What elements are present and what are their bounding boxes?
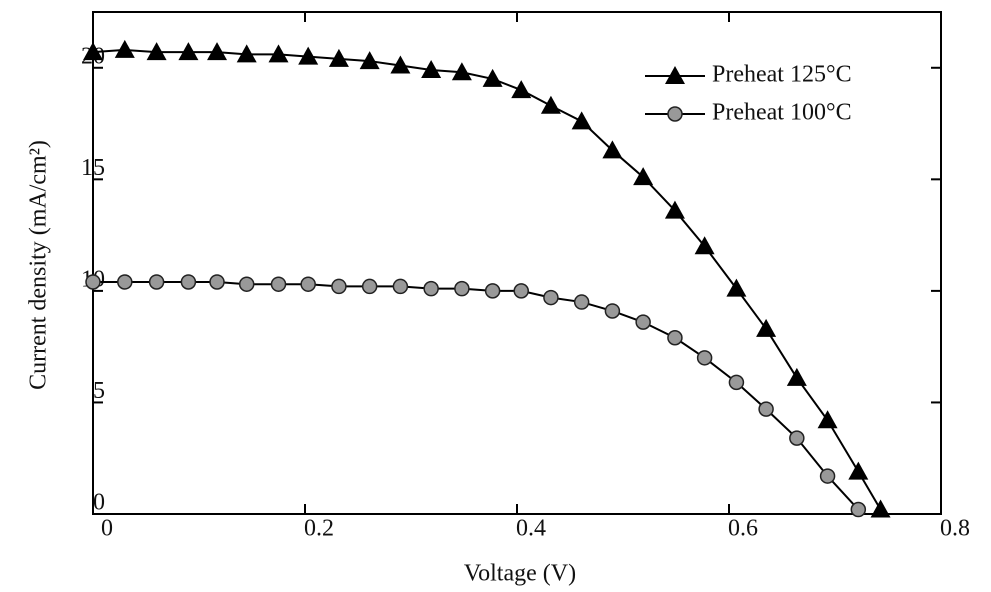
- data-point: [694, 236, 715, 255]
- data-point: [786, 367, 807, 386]
- data-point: [298, 46, 319, 65]
- data-point: [148, 274, 165, 290]
- data-point: [571, 111, 592, 130]
- data-point: [756, 318, 777, 337]
- data-point: [817, 410, 838, 429]
- y-tick-label: 5: [93, 378, 105, 404]
- data-point: [543, 289, 559, 306]
- data-point: [331, 278, 347, 295]
- data-point: [819, 468, 836, 484]
- legend-label: Preheat 100°C: [712, 100, 852, 126]
- data-point: [848, 461, 869, 480]
- x-axis-label: Voltage (V): [464, 561, 576, 587]
- x-tick-label: 0.2: [304, 516, 334, 542]
- data-point: [178, 42, 199, 61]
- legend-marker: [667, 106, 683, 122]
- legend-label: Preheat 125°C: [712, 62, 852, 88]
- data-point: [390, 55, 411, 74]
- data-point: [236, 44, 257, 63]
- x-tick-label: 0.8: [940, 516, 970, 542]
- data-point: [789, 430, 805, 446]
- data-point: [117, 274, 133, 290]
- data-point: [540, 95, 561, 114]
- x-tick-label: 0.4: [516, 516, 546, 542]
- legend-marker: [665, 66, 685, 84]
- data-point: [207, 42, 228, 61]
- data-point: [454, 280, 470, 297]
- data-point: [870, 499, 891, 518]
- data-point: [421, 60, 442, 79]
- data-point: [602, 140, 623, 159]
- data-point: [83, 42, 103, 61]
- y-tick-label: 0: [93, 490, 105, 516]
- x-tick-label: 0.6: [728, 516, 758, 542]
- x-tick-label: 0: [101, 516, 113, 542]
- data-point: [268, 44, 289, 63]
- y-tick-label: 15: [81, 155, 105, 181]
- data-point: [300, 276, 316, 292]
- data-point: [114, 39, 135, 58]
- data-point: [451, 62, 472, 81]
- data-point: [664, 200, 685, 219]
- data-point: [270, 276, 287, 292]
- data-point: [361, 278, 378, 295]
- data-point: [511, 80, 532, 99]
- data-point: [633, 167, 654, 186]
- data-point: [604, 303, 621, 319]
- data-point: [359, 51, 380, 70]
- data-point: [209, 274, 225, 290]
- data-point: [850, 501, 867, 518]
- data-point: [758, 401, 774, 417]
- data-point: [482, 68, 503, 87]
- data-point: [635, 314, 651, 330]
- data-point: [328, 48, 349, 67]
- data-point: [667, 329, 683, 346]
- data-point: [180, 274, 197, 290]
- data-point: [728, 374, 745, 391]
- data-point: [392, 278, 409, 295]
- data-point: [238, 276, 255, 292]
- data-point: [513, 283, 529, 299]
- series-line: [93, 280, 860, 511]
- data-point: [423, 280, 439, 297]
- data-point: [484, 283, 501, 299]
- data-point: [85, 274, 101, 290]
- data-point: [696, 350, 713, 366]
- data-point: [573, 294, 590, 310]
- data-point: [146, 42, 167, 61]
- y-axis-label: Current density (mA/cm²): [26, 140, 52, 390]
- data-point: [726, 278, 747, 297]
